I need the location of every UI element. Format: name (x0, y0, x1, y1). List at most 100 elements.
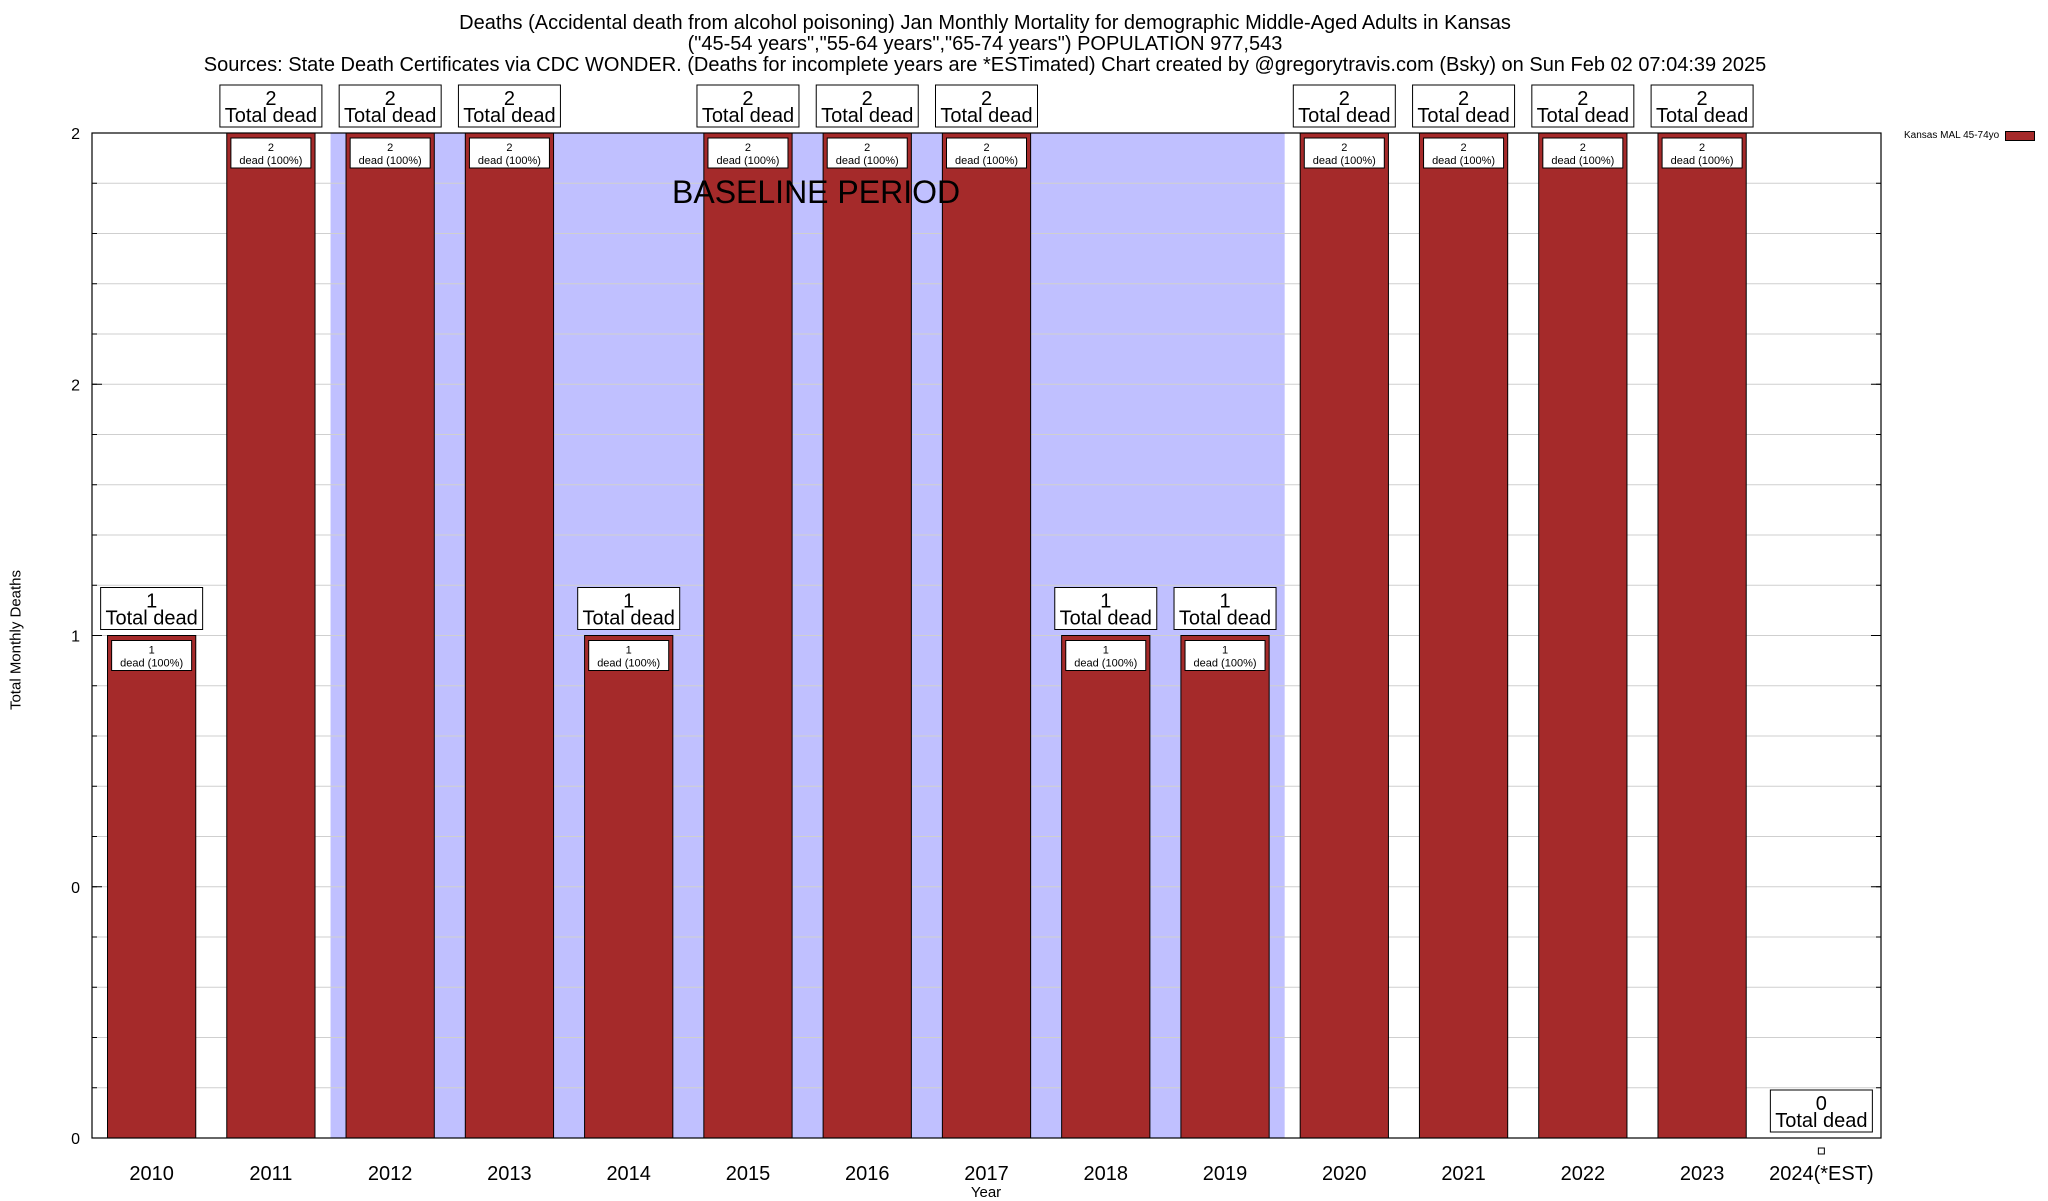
total-label-value: 2 (1697, 88, 1708, 110)
total-label-text: Total dead (105, 608, 197, 630)
bar-label-text: dead (100%) (478, 155, 541, 167)
bar-label-value: 2 (864, 142, 870, 154)
total-label-value: 1 (623, 591, 634, 613)
y-tick-label: 0 (71, 880, 80, 897)
y-tick-label: 2 (71, 377, 80, 394)
bar (345, 132, 435, 1139)
bar-label-text: dead (100%) (1432, 155, 1495, 167)
total-label-value: 2 (385, 88, 396, 110)
total-label-value: 2 (1339, 88, 1350, 110)
bar-label-value: 2 (268, 142, 274, 154)
bar-label-box (1184, 640, 1266, 671)
total-label-value: 1 (1219, 591, 1230, 613)
bar-label-value: 2 (1699, 142, 1705, 154)
total-label-box (1412, 84, 1516, 128)
bar-label-box (111, 640, 193, 671)
bar (1061, 635, 1151, 1139)
bar-label-value: 1 (149, 645, 155, 657)
bar (822, 132, 912, 1139)
total-label-text: Total dead (821, 105, 913, 127)
total-label-value: 1 (1100, 591, 1111, 613)
x-tick-label: 2012 (368, 1163, 413, 1185)
total-label-box (1054, 587, 1158, 630)
total-label-box (1769, 1089, 1873, 1133)
bar (584, 635, 674, 1139)
x-tick-label: 2016 (845, 1163, 890, 1185)
bar-label-text: dead (100%) (359, 155, 422, 167)
legend-swatch (2005, 130, 2036, 141)
total-label-text: Total dead (1775, 1110, 1867, 1132)
bar-label-box (230, 137, 312, 169)
total-label-value: 1 (146, 591, 157, 613)
total-label-box (1531, 84, 1635, 128)
total-label-box (935, 84, 1038, 128)
chart-title: Deaths (Accidental death from alcohol po… (459, 12, 1511, 34)
bar-label-value: 2 (1580, 142, 1586, 154)
bar (464, 132, 555, 1139)
total-label-text: Total dead (1060, 608, 1152, 630)
bar-label-text: dead (100%) (1671, 155, 1734, 167)
x-tick-label: 2022 (1561, 1163, 1606, 1185)
y-axis-label: Total Monthly Deaths (7, 569, 25, 711)
x-tick-label: 2010 (129, 1163, 174, 1185)
legend: Kansas MAL 45-74yo (1904, 130, 2036, 141)
bar (1418, 132, 1509, 1139)
x-tick-label: 2021 (1441, 1163, 1486, 1185)
total-label-value: 2 (504, 88, 515, 110)
total-label-text: Total dead (225, 105, 317, 127)
x-tick-label: 2024(*EST) (1769, 1163, 1874, 1185)
bar-label-box (468, 137, 550, 169)
bar-label-text: dead (100%) (120, 658, 183, 670)
x-tick-label: 2017 (964, 1163, 1009, 1185)
total-label-value: 2 (981, 88, 992, 110)
x-tick-label: 2020 (1322, 1163, 1367, 1185)
total-label-value: 2 (1458, 88, 1469, 110)
total-label-box (577, 587, 681, 630)
bar-label-text: dead (100%) (1194, 658, 1257, 670)
bar (1657, 132, 1747, 1139)
x-axis-label: Year (970, 1184, 1002, 1201)
bar-label-box (1423, 137, 1505, 169)
bar-label-value: 2 (506, 142, 512, 154)
total-label-text: Total dead (940, 105, 1032, 127)
bar-label-value: 1 (626, 645, 632, 657)
chart-subtitle: ("45-54 years","55-64 years","65-74 year… (687, 33, 1283, 55)
bar-label-value: 2 (1461, 142, 1467, 154)
bar-label-text: dead (100%) (1074, 658, 1137, 670)
total-label-text: Total dead (1298, 105, 1390, 127)
plot-frame (91, 132, 1882, 1139)
total-label-text: Total dead (344, 105, 436, 127)
x-tick-label: 2015 (726, 1163, 771, 1185)
bar-label-box (1303, 137, 1385, 169)
total-label-value: 2 (742, 88, 753, 110)
total-label-box (219, 84, 323, 128)
x-tick-label: 2018 (1084, 1163, 1129, 1185)
bar-label-box (1542, 137, 1624, 169)
bar-label-value: 2 (745, 142, 751, 154)
x-tick-label: 2013 (487, 1163, 532, 1185)
bar-label-box (946, 137, 1027, 169)
legend-label: Kansas MAL 45-74yo (1904, 130, 2000, 141)
total-label-box (100, 587, 204, 630)
x-tick-label: 2014 (606, 1163, 651, 1185)
total-label-box (1173, 587, 1277, 630)
total-label-text: Total dead (583, 608, 675, 630)
chart-source: Sources: State Death Certificates via CD… (203, 54, 1767, 76)
bar-label-text: dead (100%) (955, 155, 1018, 167)
total-label-text: Total dead (1656, 105, 1748, 127)
x-tick-label: 2011 (249, 1163, 292, 1185)
total-label-text: Total dead (702, 105, 794, 127)
bar-label-text: dead (100%) (1313, 155, 1376, 167)
bar-label-box (349, 137, 431, 169)
x-tick-label: 2019 (1203, 1163, 1248, 1185)
bar-label-text: dead (100%) (836, 155, 899, 167)
total-label-text: Total dead (1417, 105, 1509, 127)
x-tick-label: 2023 (1680, 1163, 1725, 1185)
bar-label-box (826, 137, 908, 169)
baseline-period-label: BASELINE PERIOD (672, 174, 961, 210)
bar-label-box (707, 137, 789, 169)
bar-zero-marker (1817, 1147, 1825, 1155)
bar-label-value: 1 (1222, 645, 1228, 657)
bar-label-value: 2 (387, 142, 393, 154)
bar-label-value: 1 (1103, 645, 1109, 657)
